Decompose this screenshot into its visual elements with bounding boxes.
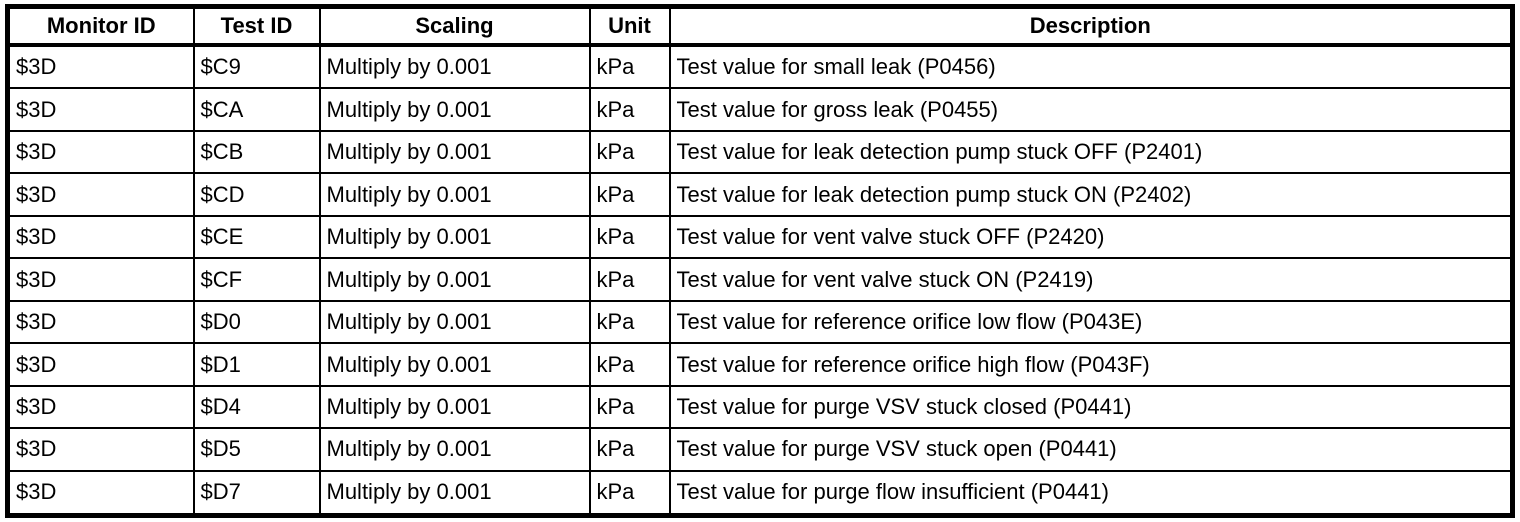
- cell-monitor-id: $3D: [6, 87, 195, 132]
- column-header-monitor-id: Monitor ID: [6, 5, 195, 47]
- cell-monitor-id: $3D: [6, 469, 195, 517]
- table-row: $3D $C9 Multiply by 0.001 kPa Test value for…: [6, 43, 1514, 90]
- cell-test-id: $D7: [192, 469, 321, 517]
- table-header: Monitor ID Test ID Scaling Unit Description: [6, 5, 1514, 47]
- cell-scaling: Multiply by 0.001: [318, 87, 591, 132]
- cell-test-id: $CD: [192, 172, 321, 217]
- cell-unit: kPa: [588, 214, 671, 260]
- cell-unit: kPa: [588, 469, 671, 517]
- table-row: $3D $D4 Multiply by 0.001 kPa Test value for…: [6, 384, 1514, 430]
- cell-unit: kPa: [588, 299, 671, 345]
- cell-unit: kPa: [588, 384, 671, 430]
- cell-unit: kPa: [588, 257, 671, 302]
- cell-test-id: $CB: [192, 129, 321, 175]
- cell-description: Test value for gross leak (P0455): [668, 87, 1514, 132]
- cell-description: Test value for purge flow insufficient (…: [668, 469, 1514, 517]
- column-header-scaling: Scaling: [318, 5, 591, 47]
- table-row: $3D $CE Multiply by 0.001 kPa Test value for…: [6, 214, 1514, 260]
- cell-monitor-id: $3D: [6, 384, 195, 430]
- cell-description: Test value for leak detection pump stuck…: [668, 129, 1514, 175]
- monitor-test-id-table: Monitor ID Test ID Scaling Unit Description …: [5, 4, 1515, 518]
- cell-scaling: Multiply by 0.001: [318, 214, 591, 260]
- cell-scaling: Multiply by 0.001: [318, 427, 591, 472]
- table-row: $3D $D7 Multiply by 0.001 kPa Test value for…: [6, 469, 1514, 517]
- cell-test-id: $CE: [192, 214, 321, 260]
- cell-description: Test value for purge VSV stuck open (P04…: [668, 427, 1514, 472]
- cell-monitor-id: $3D: [6, 214, 195, 260]
- cell-test-id: $D4: [192, 384, 321, 430]
- cell-description: Test value for leak detection pump stuck…: [668, 172, 1514, 217]
- cell-unit: kPa: [588, 342, 671, 387]
- table-row: $3D $CB Multiply by 0.001 kPa Test value for…: [6, 129, 1514, 175]
- cell-description: Test value for purge VSV stuck closed (P…: [668, 384, 1514, 430]
- cell-scaling: Multiply by 0.001: [318, 129, 591, 175]
- table-row: $3D $D1 Multiply by 0.001 kPa Test value for…: [6, 342, 1514, 387]
- table-row: $3D $D5 Multiply by 0.001 kPa Test value for…: [6, 427, 1514, 472]
- table-body: $3D $C9 Multiply by 0.001 kPa Test value for…: [6, 43, 1514, 517]
- cell-scaling: Multiply by 0.001: [318, 257, 591, 302]
- cell-scaling: Multiply by 0.001: [318, 299, 591, 345]
- cell-scaling: Multiply by 0.001: [318, 469, 591, 517]
- column-header-description: Description: [668, 5, 1514, 47]
- cell-test-id: $C9: [192, 43, 321, 90]
- cell-test-id: $D1: [192, 342, 321, 387]
- cell-monitor-id: $3D: [6, 257, 195, 302]
- cell-scaling: Multiply by 0.001: [318, 43, 591, 90]
- cell-monitor-id: $3D: [6, 299, 195, 345]
- cell-description: Test value for reference orifice high fl…: [668, 342, 1514, 387]
- cell-monitor-id: $3D: [6, 172, 195, 217]
- cell-description: Test value for reference orifice low flo…: [668, 299, 1514, 345]
- cell-scaling: Multiply by 0.001: [318, 342, 591, 387]
- column-header-unit: Unit: [588, 5, 671, 47]
- cell-scaling: Multiply by 0.001: [318, 172, 591, 217]
- cell-description: Test value for vent valve stuck OFF (P24…: [668, 214, 1514, 260]
- cell-description: Test value for small leak (P0456): [668, 43, 1514, 90]
- cell-unit: kPa: [588, 43, 671, 90]
- cell-monitor-id: $3D: [6, 129, 195, 175]
- cell-monitor-id: $3D: [6, 43, 195, 90]
- header-row: Monitor ID Test ID Scaling Unit Description: [6, 5, 1514, 47]
- column-header-test-id: Test ID: [192, 5, 321, 47]
- cell-unit: kPa: [588, 129, 671, 175]
- cell-description: Test value for vent valve stuck ON (P241…: [668, 257, 1514, 302]
- table-row: $3D $CA Multiply by 0.001 kPa Test value for…: [6, 87, 1514, 132]
- cell-test-id: $D0: [192, 299, 321, 345]
- cell-scaling: Multiply by 0.001: [318, 384, 591, 430]
- table-row: $3D $CD Multiply by 0.001 kPa Test value for…: [6, 172, 1514, 217]
- cell-unit: kPa: [588, 427, 671, 472]
- cell-unit: kPa: [588, 87, 671, 132]
- table-row: $3D $CF Multiply by 0.001 kPa Test value for…: [6, 257, 1514, 302]
- cell-test-id: $CA: [192, 87, 321, 132]
- table-row: $3D $D0 Multiply by 0.001 kPa Test value for…: [6, 299, 1514, 345]
- cell-test-id: $D5: [192, 427, 321, 472]
- cell-monitor-id: $3D: [6, 427, 195, 472]
- cell-monitor-id: $3D: [6, 342, 195, 387]
- cell-test-id: $CF: [192, 257, 321, 302]
- cell-unit: kPa: [588, 172, 671, 217]
